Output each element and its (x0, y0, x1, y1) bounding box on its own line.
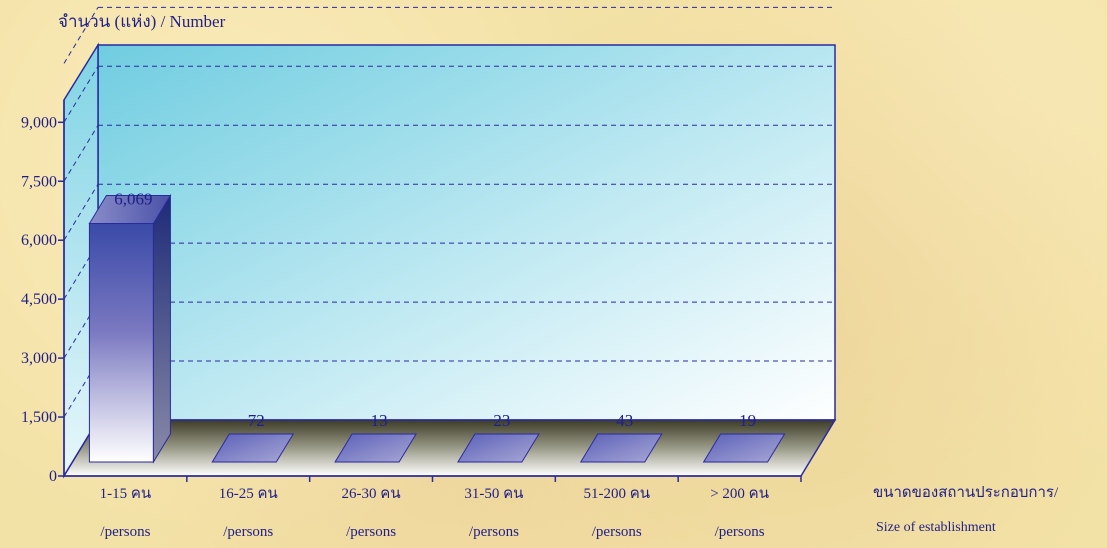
gridline-side (63, 7, 99, 64)
x-tick-label: 26-30 คน (342, 486, 401, 502)
data-label: 13 (371, 411, 388, 430)
x-tick-label: 51-200 คน (583, 486, 650, 502)
y-tick-label: 3,000 (21, 350, 57, 367)
bar-top (702, 433, 786, 463)
y-tick-label: 0 (49, 468, 57, 485)
bar: 43 (579, 411, 663, 463)
x-axis: 1-15 คน/persons 16-25 คน/persons 26-30 คน /… (64, 475, 802, 540)
x-tick-label-unit: /persons (223, 524, 273, 540)
data-label: 6,069 (114, 189, 152, 208)
x-axis-title-en: Size of establishment (876, 520, 996, 535)
bar: 23 (457, 411, 540, 463)
bar-top (211, 433, 295, 463)
x-tick-label-unit: /persons (469, 524, 519, 540)
data-label: 43 (616, 411, 633, 430)
bar: 19 (702, 411, 786, 463)
x-tick-label: 31-50 คน (464, 486, 523, 502)
gridlines (63, 6, 835, 418)
data-label: 23 (493, 411, 510, 430)
x-tick-label: > 200 คน (710, 486, 769, 502)
bar: 72 (211, 411, 295, 463)
data-label: 19 (739, 411, 756, 430)
x-tick-label-unit: /persons (592, 524, 642, 540)
x-tick-label-unit: /persons (346, 524, 396, 540)
x-tick-label-unit: /persons (715, 524, 765, 540)
bars: 6,069 72 13 23 43 19 (88, 189, 786, 464)
bar-top (334, 433, 417, 463)
y-tick-label: 7,500 (21, 173, 57, 190)
y-axis: 0 1,500 3,000 4,500 6,000 7,500 9,000 (21, 100, 65, 485)
x-tick-label: 1-15 คน (100, 486, 152, 502)
y-tick-label: 1,500 (21, 409, 57, 426)
gridline-side (63, 124, 99, 182)
gridline-side (63, 66, 99, 123)
bar: 13 (334, 411, 417, 463)
y-tick-label: 6,000 (21, 232, 57, 249)
y-tick-label: 4,500 (21, 291, 57, 308)
y-axis-title: จำนวน (แห่ง) / Number (58, 12, 226, 31)
bar: 6,069 (88, 189, 172, 464)
x-axis-title-thai: ขนาดของสถานประกอบการ/ (873, 485, 1059, 501)
x-tick-label-unit: /persons (100, 524, 150, 540)
gridline-side (63, 183, 99, 241)
bar-top (457, 433, 540, 463)
bar-top (579, 433, 663, 463)
bar-side (152, 193, 171, 464)
y-tick-label: 9,000 (21, 114, 57, 131)
x-tick-label: 16-25 คน (219, 486, 278, 502)
data-label: 72 (248, 411, 265, 430)
back-wall (97, 44, 836, 421)
bar-front (88, 222, 154, 463)
bar-top (88, 194, 172, 224)
